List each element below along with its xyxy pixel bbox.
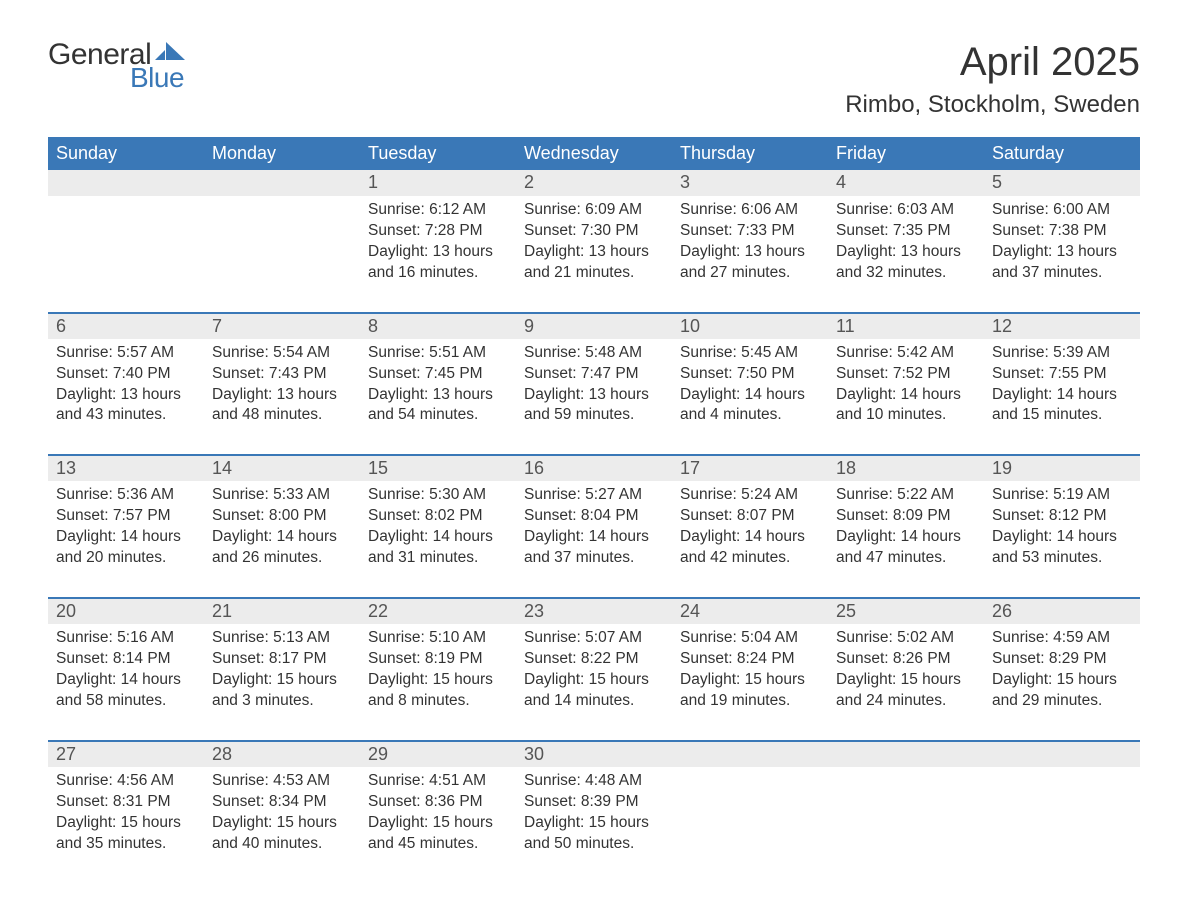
day-number-cell: 8 — [360, 313, 516, 339]
day-number-cell: 16 — [516, 455, 672, 481]
day-number-cell: 24 — [672, 598, 828, 624]
day-detail-cell: Sunrise: 6:03 AMSunset: 7:35 PMDaylight:… — [828, 196, 984, 313]
day-detail-cell — [984, 767, 1140, 883]
day-number-cell: 30 — [516, 741, 672, 767]
day-detail-cell — [672, 767, 828, 883]
weekday-header: Sunday — [48, 137, 204, 170]
day-detail-row: Sunrise: 6:12 AMSunset: 7:28 PMDaylight:… — [48, 196, 1140, 313]
day-detail-cell: Sunrise: 4:48 AMSunset: 8:39 PMDaylight:… — [516, 767, 672, 883]
day-detail-cell: Sunrise: 5:42 AMSunset: 7:52 PMDaylight:… — [828, 339, 984, 456]
day-detail-cell — [828, 767, 984, 883]
day-number-row: 12345 — [48, 170, 1140, 196]
day-number-cell: 20 — [48, 598, 204, 624]
day-detail-cell — [204, 196, 360, 313]
day-number-cell: 19 — [984, 455, 1140, 481]
day-detail-cell: Sunrise: 4:59 AMSunset: 8:29 PMDaylight:… — [984, 624, 1140, 741]
day-number-cell: 15 — [360, 455, 516, 481]
day-number-cell — [672, 741, 828, 767]
day-detail-cell: Sunrise: 6:09 AMSunset: 7:30 PMDaylight:… — [516, 196, 672, 313]
day-number-cell: 17 — [672, 455, 828, 481]
month-title: April 2025 — [845, 40, 1140, 85]
day-detail-cell: Sunrise: 6:06 AMSunset: 7:33 PMDaylight:… — [672, 196, 828, 313]
day-detail-cell: Sunrise: 5:19 AMSunset: 8:12 PMDaylight:… — [984, 481, 1140, 598]
day-detail-cell: Sunrise: 5:04 AMSunset: 8:24 PMDaylight:… — [672, 624, 828, 741]
day-number-cell: 5 — [984, 170, 1140, 196]
weekday-header: Monday — [204, 137, 360, 170]
day-number-cell: 29 — [360, 741, 516, 767]
day-number-cell: 4 — [828, 170, 984, 196]
day-detail-cell: Sunrise: 5:45 AMSunset: 7:50 PMDaylight:… — [672, 339, 828, 456]
day-detail-cell: Sunrise: 5:33 AMSunset: 8:00 PMDaylight:… — [204, 481, 360, 598]
day-detail-cell — [48, 196, 204, 313]
day-detail-cell: Sunrise: 5:48 AMSunset: 7:47 PMDaylight:… — [516, 339, 672, 456]
weekday-header: Thursday — [672, 137, 828, 170]
brand-logo: General Blue — [48, 40, 185, 92]
weekday-header: Saturday — [984, 137, 1140, 170]
day-detail-cell: Sunrise: 5:51 AMSunset: 7:45 PMDaylight:… — [360, 339, 516, 456]
day-number-cell: 25 — [828, 598, 984, 624]
day-number-cell: 1 — [360, 170, 516, 196]
day-detail-cell: Sunrise: 6:12 AMSunset: 7:28 PMDaylight:… — [360, 196, 516, 313]
day-number-row: 6789101112 — [48, 313, 1140, 339]
day-number-cell: 23 — [516, 598, 672, 624]
day-detail-cell: Sunrise: 6:00 AMSunset: 7:38 PMDaylight:… — [984, 196, 1140, 313]
day-number-cell: 11 — [828, 313, 984, 339]
weekday-header: Friday — [828, 137, 984, 170]
flag-icon — [155, 42, 185, 64]
day-detail-row: Sunrise: 5:16 AMSunset: 8:14 PMDaylight:… — [48, 624, 1140, 741]
day-number-row: 13141516171819 — [48, 455, 1140, 481]
day-number-cell: 18 — [828, 455, 984, 481]
day-number-cell: 7 — [204, 313, 360, 339]
day-number-cell: 26 — [984, 598, 1140, 624]
day-detail-cell: Sunrise: 5:39 AMSunset: 7:55 PMDaylight:… — [984, 339, 1140, 456]
day-number-cell: 2 — [516, 170, 672, 196]
title-block: April 2025 Rimbo, Stockholm, Sweden — [845, 40, 1140, 129]
day-detail-cell: Sunrise: 4:51 AMSunset: 8:36 PMDaylight:… — [360, 767, 516, 883]
day-number-cell — [204, 170, 360, 196]
day-detail-row: Sunrise: 5:57 AMSunset: 7:40 PMDaylight:… — [48, 339, 1140, 456]
day-detail-row: Sunrise: 5:36 AMSunset: 7:57 PMDaylight:… — [48, 481, 1140, 598]
day-number-cell: 28 — [204, 741, 360, 767]
day-detail-cell: Sunrise: 4:53 AMSunset: 8:34 PMDaylight:… — [204, 767, 360, 883]
day-detail-cell: Sunrise: 5:02 AMSunset: 8:26 PMDaylight:… — [828, 624, 984, 741]
day-number-cell: 10 — [672, 313, 828, 339]
weekday-header: Tuesday — [360, 137, 516, 170]
header: General Blue April 2025 Rimbo, Stockholm… — [48, 40, 1140, 129]
day-detail-cell: Sunrise: 5:57 AMSunset: 7:40 PMDaylight:… — [48, 339, 204, 456]
brand-word2: Blue — [130, 64, 185, 92]
weekday-header-row: SundayMondayTuesdayWednesdayThursdayFrid… — [48, 137, 1140, 170]
day-detail-cell: Sunrise: 5:30 AMSunset: 8:02 PMDaylight:… — [360, 481, 516, 598]
day-detail-cell: Sunrise: 4:56 AMSunset: 8:31 PMDaylight:… — [48, 767, 204, 883]
weekday-header: Wednesday — [516, 137, 672, 170]
day-number-row: 27282930 — [48, 741, 1140, 767]
day-detail-cell: Sunrise: 5:24 AMSunset: 8:07 PMDaylight:… — [672, 481, 828, 598]
day-detail-cell: Sunrise: 5:27 AMSunset: 8:04 PMDaylight:… — [516, 481, 672, 598]
day-number-cell: 27 — [48, 741, 204, 767]
day-number-cell: 21 — [204, 598, 360, 624]
day-number-cell: 12 — [984, 313, 1140, 339]
day-number-cell: 6 — [48, 313, 204, 339]
day-number-cell — [828, 741, 984, 767]
day-detail-cell: Sunrise: 5:36 AMSunset: 7:57 PMDaylight:… — [48, 481, 204, 598]
day-detail-cell: Sunrise: 5:07 AMSunset: 8:22 PMDaylight:… — [516, 624, 672, 741]
day-number-cell — [48, 170, 204, 196]
day-number-row: 20212223242526 — [48, 598, 1140, 624]
day-detail-cell: Sunrise: 5:13 AMSunset: 8:17 PMDaylight:… — [204, 624, 360, 741]
location-subtitle: Rimbo, Stockholm, Sweden — [845, 91, 1140, 119]
day-number-cell: 14 — [204, 455, 360, 481]
day-number-cell: 9 — [516, 313, 672, 339]
day-number-cell: 13 — [48, 455, 204, 481]
day-detail-row: Sunrise: 4:56 AMSunset: 8:31 PMDaylight:… — [48, 767, 1140, 883]
day-detail-cell: Sunrise: 5:10 AMSunset: 8:19 PMDaylight:… — [360, 624, 516, 741]
day-detail-cell: Sunrise: 5:54 AMSunset: 7:43 PMDaylight:… — [204, 339, 360, 456]
day-number-cell: 22 — [360, 598, 516, 624]
calendar-table: SundayMondayTuesdayWednesdayThursdayFrid… — [48, 137, 1140, 882]
day-number-cell: 3 — [672, 170, 828, 196]
day-number-cell — [984, 741, 1140, 767]
day-detail-cell: Sunrise: 5:22 AMSunset: 8:09 PMDaylight:… — [828, 481, 984, 598]
day-detail-cell: Sunrise: 5:16 AMSunset: 8:14 PMDaylight:… — [48, 624, 204, 741]
